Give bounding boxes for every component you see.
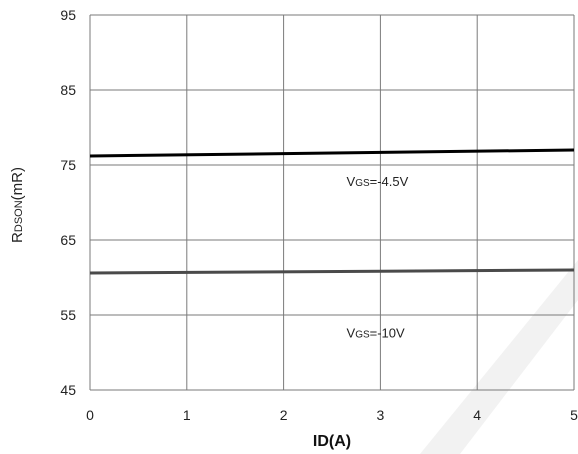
annotation-rest: =-10V: [370, 326, 405, 341]
x-tick-label: 4: [473, 407, 481, 423]
y-axis-label-sub: DSON: [13, 200, 25, 232]
y-tick-labels: 95 85 75 65 55 45: [60, 7, 76, 398]
annotation-main: V: [347, 326, 356, 341]
y-tick-label: 65: [60, 232, 76, 248]
annotation-sub: GS: [355, 330, 370, 341]
x-tick-label: 5: [570, 407, 578, 423]
annotation-rest: =-4.5V: [370, 174, 409, 189]
series-annotation-1: VGS=-10V: [347, 326, 406, 341]
x-axis-label: ID(A): [313, 433, 351, 450]
x-tick-label: 0: [86, 407, 94, 423]
x-tick-label: 2: [280, 407, 288, 423]
y-axis-label: RDSON(mR): [9, 167, 26, 243]
x-tick-label: 3: [377, 407, 385, 423]
series-line-1: [89, 268, 575, 275]
watermark-band: [420, 260, 578, 454]
y-tick-label: 95: [60, 7, 76, 23]
grid: [89, 14, 575, 391]
annotation-main: V: [347, 174, 356, 189]
y-tick-label: 75: [60, 157, 76, 173]
y-tick-label: 45: [60, 382, 76, 398]
x-tick-labels: 0 1 2 3 4 5: [86, 407, 578, 423]
series-line-0: [89, 148, 575, 158]
y-axis-label-main: R: [9, 232, 26, 243]
y-axis-label-unit: (mR): [9, 167, 26, 200]
y-tick-label: 85: [60, 82, 76, 98]
y-tick-label: 55: [60, 307, 76, 323]
x-tick-label: 1: [183, 407, 191, 423]
series-annotation-0: VGS=-4.5V: [347, 174, 409, 189]
series-lines: [89, 148, 575, 275]
annotation-sub: GS: [355, 178, 370, 189]
